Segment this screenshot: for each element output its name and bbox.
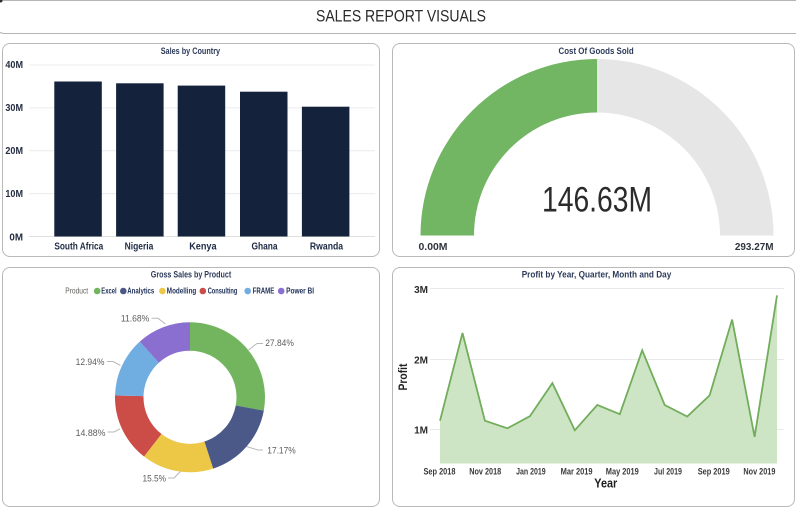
svg-text:SALES REPORT VISUALS: SALES REPORT VISUALS [316, 8, 486, 26]
svg-text:Jan 2019: Jan 2019 [516, 467, 546, 478]
svg-text:Mar 2019: Mar 2019 [561, 467, 593, 478]
svg-text:Nov 2019: Nov 2019 [743, 467, 775, 478]
svg-text:May 2019: May 2019 [606, 467, 639, 478]
svg-text:FRAME: FRAME [253, 285, 275, 295]
svg-text:17.17%: 17.17% [267, 446, 296, 457]
svg-text:Analytics: Analytics [127, 285, 154, 295]
svg-text:Ghana: Ghana [251, 241, 277, 252]
svg-text:146.63M: 146.63M [542, 180, 652, 220]
svg-text:40M: 40M [5, 60, 23, 71]
svg-text:Rwanda: Rwanda [310, 241, 344, 252]
svg-text:3M: 3M [414, 285, 428, 296]
svg-text:Power BI: Power BI [286, 285, 314, 295]
svg-text:Product: Product [65, 285, 88, 295]
svg-text:27.84%: 27.84% [265, 338, 294, 349]
svg-text:12.94%: 12.94% [76, 357, 105, 368]
svg-text:Nigeria: Nigeria [125, 241, 154, 252]
svg-text:Sales by Country: Sales by Country [161, 46, 221, 57]
svg-text:2M: 2M [414, 356, 428, 367]
svg-text:30M: 30M [5, 103, 23, 114]
svg-text:Profit by Year, Quarter, Month: Profit by Year, Quarter, Month and Day [522, 270, 672, 281]
svg-text:Nov 2018: Nov 2018 [469, 467, 501, 478]
svg-text:Modelling: Modelling [167, 285, 197, 295]
svg-text:15.5%: 15.5% [143, 474, 167, 485]
svg-text:Sep 2018: Sep 2018 [424, 467, 456, 478]
svg-text:Year: Year [594, 477, 617, 491]
svg-text:0.00M: 0.00M [419, 241, 448, 253]
svg-text:Jul 2019: Jul 2019 [654, 467, 682, 478]
svg-text:20M: 20M [5, 146, 23, 157]
svg-text:South Africa: South Africa [54, 241, 103, 252]
svg-text:Excel: Excel [101, 285, 116, 295]
svg-text:Profit: Profit [396, 364, 410, 391]
svg-text:0M: 0M [9, 232, 23, 243]
svg-text:1M: 1M [414, 426, 428, 437]
svg-text:Consulting: Consulting [208, 285, 238, 295]
svg-text:11.68%: 11.68% [121, 314, 150, 325]
svg-text:293.27M: 293.27M [735, 241, 774, 253]
svg-text:Cost Of Goods Sold: Cost Of Goods Sold [559, 46, 634, 57]
svg-text:10M: 10M [5, 189, 23, 200]
svg-text:Sep 2019: Sep 2019 [698, 467, 730, 478]
svg-text:Gross Sales by Product: Gross Sales by Product [151, 270, 232, 281]
svg-text:14.88%: 14.88% [76, 428, 106, 439]
svg-text:Kenya: Kenya [189, 241, 217, 252]
